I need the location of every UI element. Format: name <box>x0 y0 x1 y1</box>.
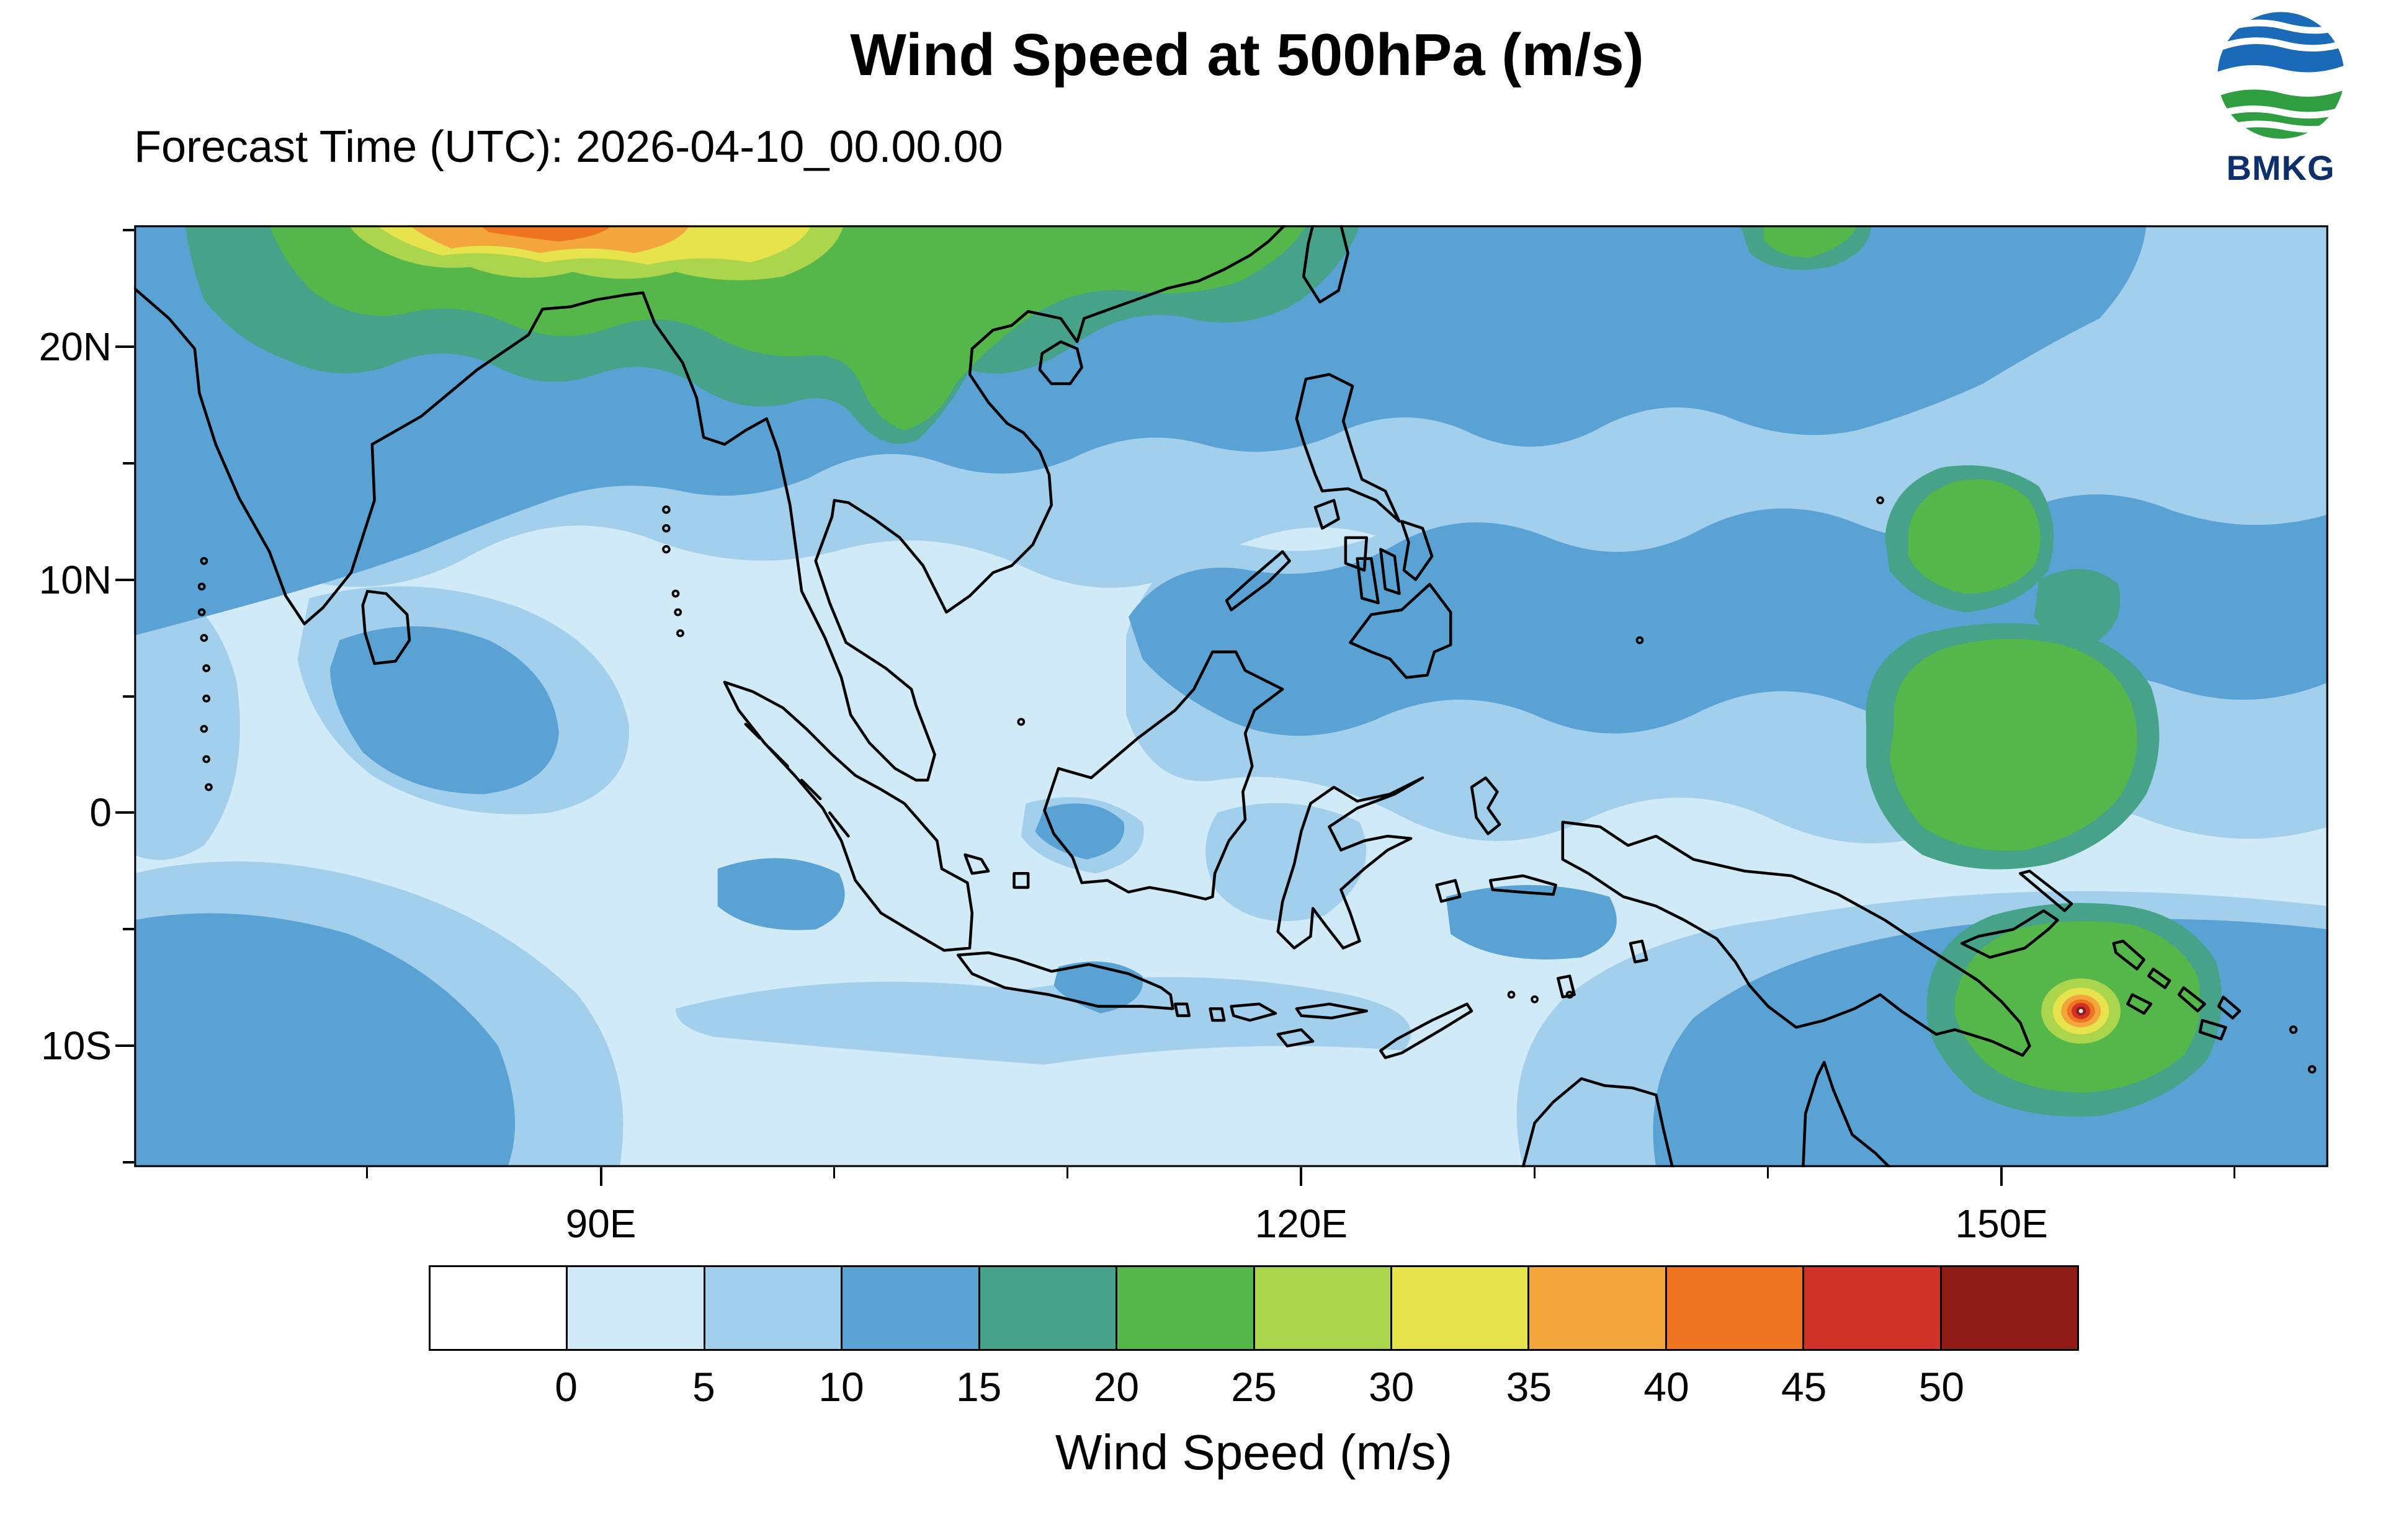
lon-tick <box>1300 1167 1303 1186</box>
colorbar-cell-4 <box>980 1267 1118 1349</box>
colorbar <box>429 1265 2079 1351</box>
lon-tick <box>1533 1167 1536 1178</box>
bmkg-logo-text: BMKG <box>2226 148 2335 187</box>
lon-axis-label: 120E <box>1254 1201 1348 1246</box>
lon-tick <box>833 1167 835 1178</box>
lat-tick <box>123 695 134 698</box>
lon-tick <box>2233 1167 2236 1178</box>
contour-fills <box>134 225 2328 1167</box>
map-frame <box>134 225 2328 1167</box>
page-title: Wind Speed at 500hPa (m/s) <box>850 22 1644 88</box>
colorbar-tick-label: 0 <box>555 1364 578 1410</box>
lat-tick <box>115 1044 134 1048</box>
bmkg-logo: BMKG <box>2206 9 2355 188</box>
lon-tick <box>599 1167 602 1186</box>
lat-axis-label: 0 <box>89 790 112 835</box>
lon-tick <box>1766 1167 1769 1178</box>
colorbar-tick-label: 5 <box>692 1364 715 1410</box>
lon-tick <box>366 1167 369 1178</box>
lat-tick <box>123 1161 134 1164</box>
coastlines <box>134 225 2242 1167</box>
lon-axis-label: 150E <box>1955 1201 2048 1246</box>
colorbar-title: Wind Speed (m/s) <box>1055 1425 1453 1480</box>
colorbar-cell-7 <box>1392 1267 1530 1349</box>
small-islands <box>197 496 2317 1074</box>
lat-tick <box>115 578 134 581</box>
forecast-time-label: Forecast Time (UTC): 2026-04-10_00.00.00 <box>134 122 1003 172</box>
colorbar-cell-2 <box>705 1267 843 1349</box>
bmkg-logo-icon <box>2212 9 2349 142</box>
lon-tick <box>2000 1167 2003 1186</box>
colorbar-tick-label: 45 <box>1781 1364 1827 1410</box>
colorbar-tick-label: 50 <box>1918 1364 1965 1410</box>
colorbar-tick-label: 35 <box>1506 1364 1552 1410</box>
colorbar-cell-5 <box>1117 1267 1255 1349</box>
lat-tick <box>123 928 134 931</box>
lon-axis-label: 90E <box>565 1201 637 1246</box>
lat-axis-label: 10S <box>41 1023 112 1069</box>
wind-speed-contour-map <box>134 225 2328 1167</box>
colorbar-cell-8 <box>1529 1267 1667 1349</box>
lat-axis-label: 20N <box>38 324 112 369</box>
colorbar-cell-3 <box>843 1267 980 1349</box>
lat-tick <box>123 228 134 231</box>
lat-tick <box>115 811 134 814</box>
colorbar-tick-label: 15 <box>955 1364 1002 1410</box>
colorbar-cell-0 <box>431 1267 568 1349</box>
colorbar-cell-6 <box>1254 1267 1392 1349</box>
map-plot <box>134 225 2328 1167</box>
lat-tick <box>123 461 134 465</box>
colorbar-tick-label: 25 <box>1231 1364 1277 1410</box>
colorbar-tick-label: 20 <box>1093 1364 1140 1410</box>
colorbar-cell-1 <box>568 1267 705 1349</box>
colorbar-cell-11 <box>1941 1267 2078 1349</box>
lon-tick <box>1066 1167 1069 1178</box>
colorbar-tick-label: 40 <box>1643 1364 1689 1410</box>
colorbar-cell-9 <box>1666 1267 1805 1349</box>
lat-axis-label: 10N <box>38 557 112 602</box>
colorbar-tick-label: 30 <box>1368 1364 1415 1410</box>
colorbar-cell-10 <box>1804 1267 1942 1349</box>
lat-tick <box>115 345 134 348</box>
colorbar-tick-label: 10 <box>818 1364 864 1410</box>
